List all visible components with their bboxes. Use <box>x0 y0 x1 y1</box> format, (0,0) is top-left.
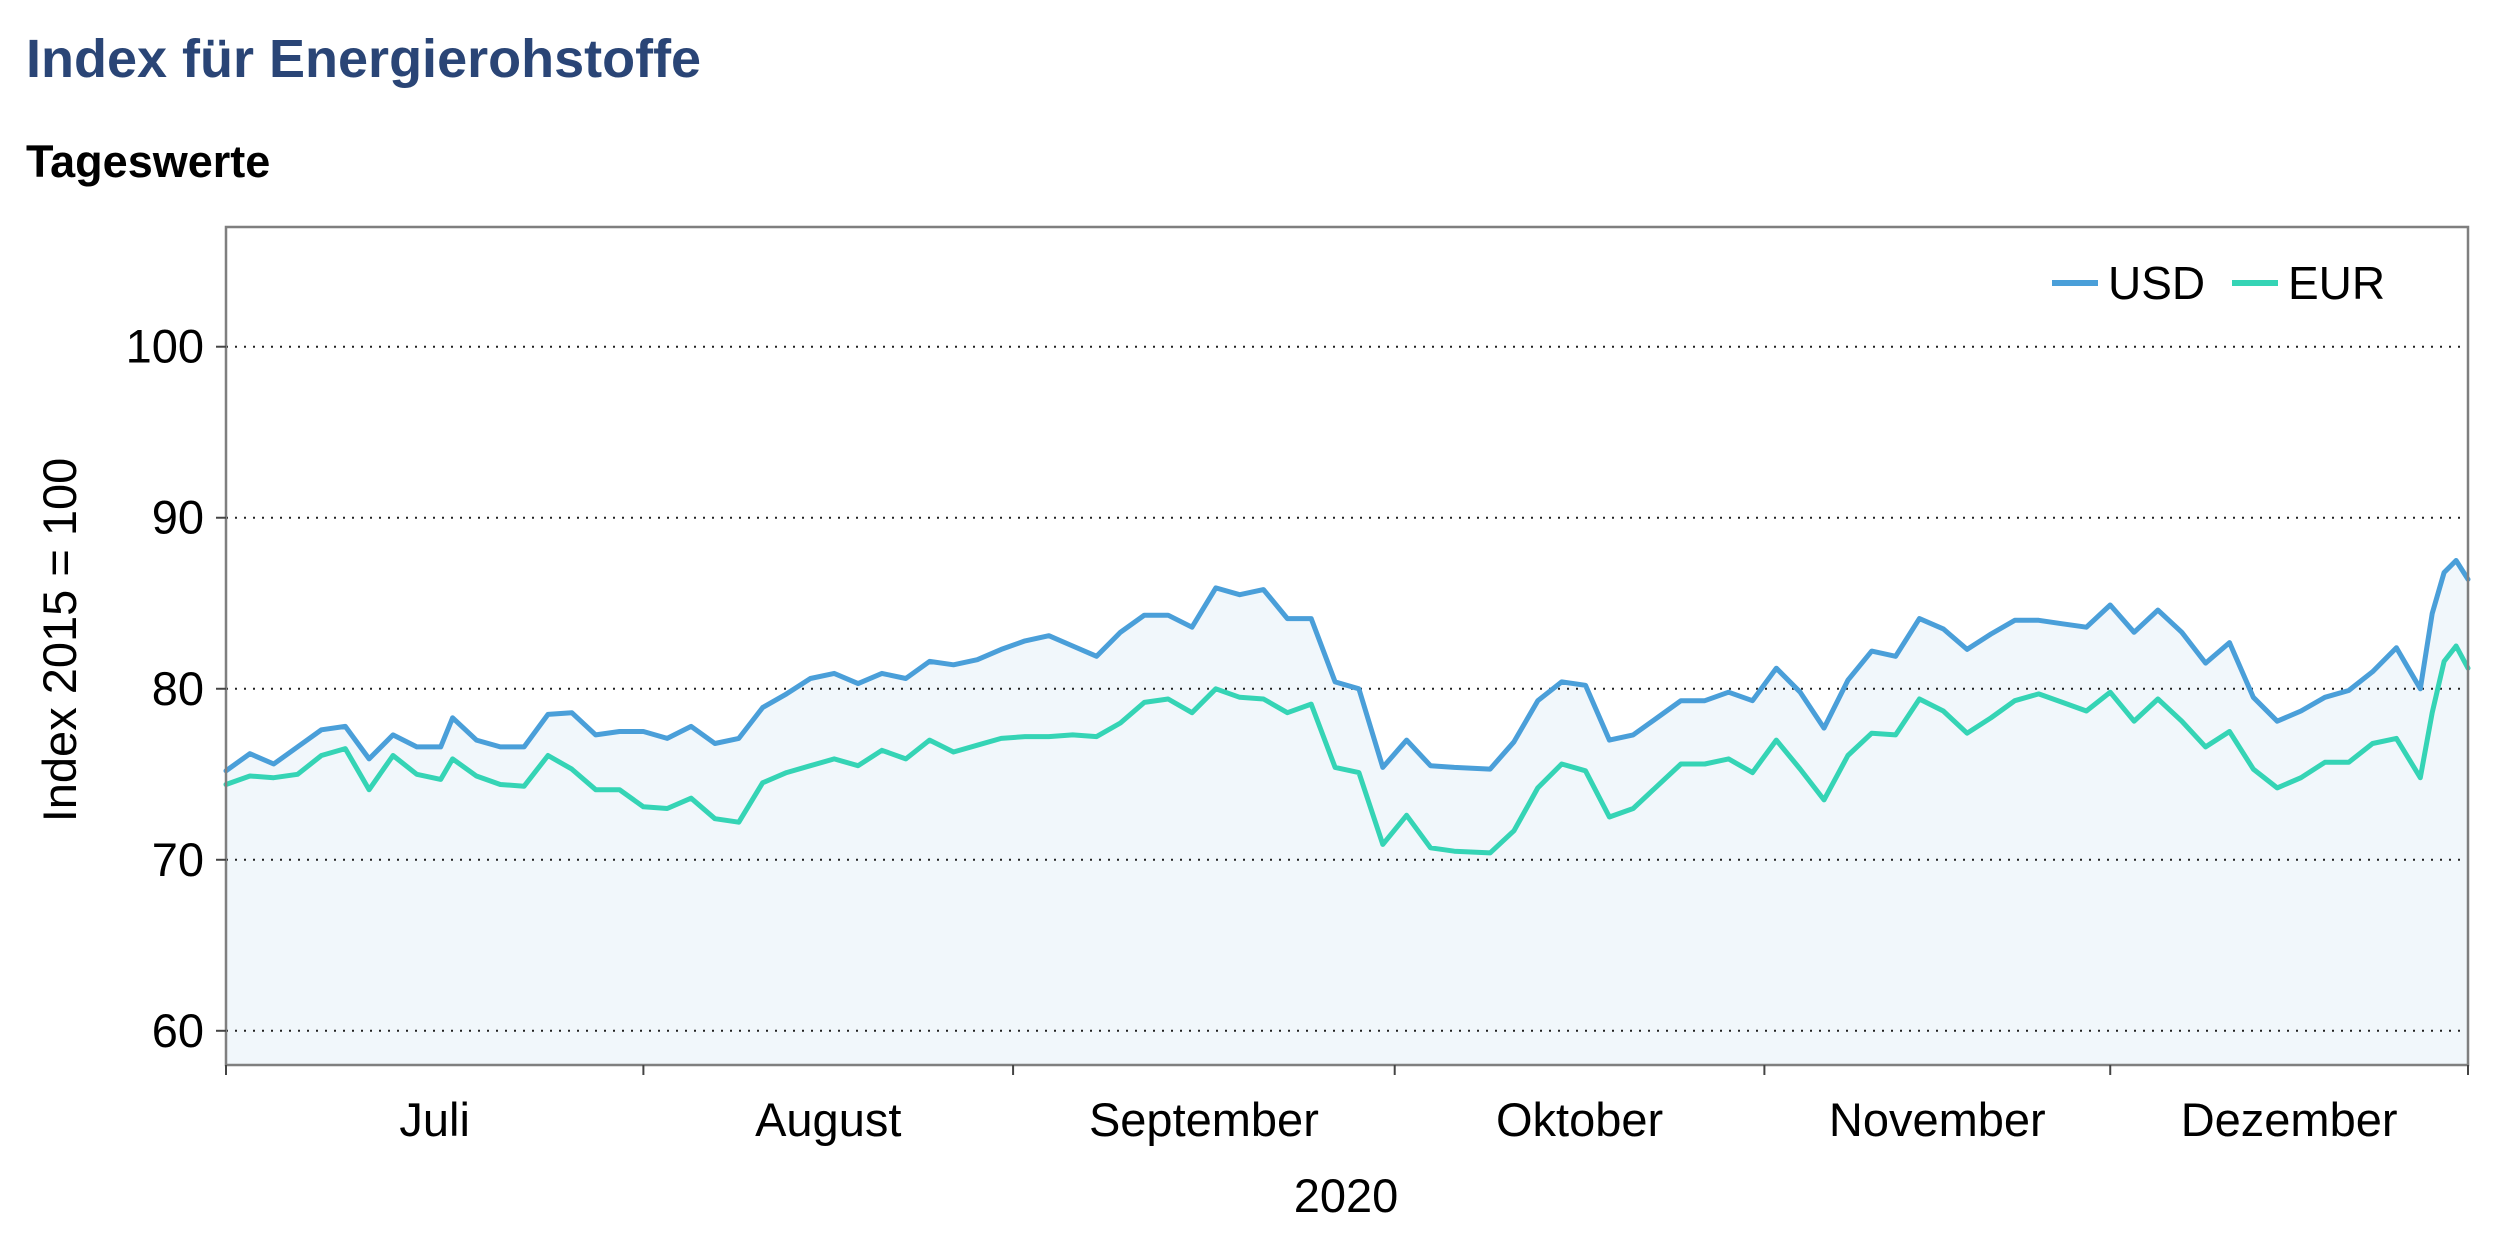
x-tick-label-4: November <box>1829 1093 2046 1146</box>
axes: 60 70 80 90 100 Juli August September Oktober Nov… <box>126 320 2469 1146</box>
area-fill-usd <box>226 560 2468 1065</box>
y-tick-label-60: 60 <box>152 1004 204 1057</box>
y-tick-label-70: 70 <box>152 833 204 886</box>
plot-frame <box>224 225 2470 1067</box>
legend-label-usd: USD <box>2108 257 2205 309</box>
series-layer <box>223 558 2471 856</box>
x-axis-label: 2020 <box>1294 1169 1399 1222</box>
y-tick-label-90: 90 <box>152 491 204 544</box>
legend: USD EUR <box>2052 257 2385 309</box>
chart-title: Index für Energierohstoffe <box>26 29 702 89</box>
x-tick-label-3: Oktober <box>1496 1093 1663 1146</box>
x-tick-label-5: Dezember <box>2181 1093 2398 1146</box>
y-tick-label-100: 100 <box>126 320 204 373</box>
series-line-eur <box>223 643 2471 856</box>
area-fill-layer <box>226 560 2468 1065</box>
chart-subtitle: Tageswerte <box>26 136 271 187</box>
x-tick-label-1: August <box>755 1093 901 1146</box>
series-line-usd <box>223 558 2471 774</box>
y-tick-label-80: 80 <box>152 662 204 715</box>
x-tick-label-2: September <box>1089 1093 1319 1146</box>
y-axis-label: Index 2015 = 100 <box>33 458 86 823</box>
x-tick-label-0: Juli <box>399 1093 470 1146</box>
legend-label-eur: EUR <box>2288 257 2385 309</box>
